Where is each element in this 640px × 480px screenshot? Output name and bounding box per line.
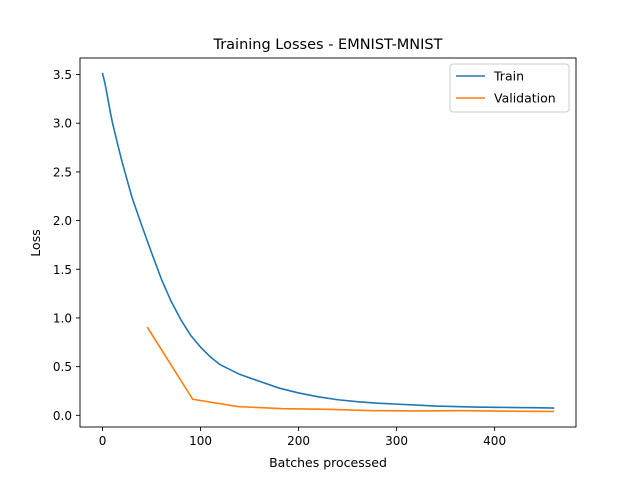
y-axis-label: Loss: [28, 229, 43, 256]
legend: Train Validation: [449, 63, 570, 113]
legend-label-train: Train: [493, 69, 524, 84]
series-line-validation: [146, 326, 555, 413]
plot-frame: [79, 57, 577, 428]
series-layer: [101, 72, 555, 413]
legend-label-validation: Validation: [494, 91, 556, 106]
chart-title: Training Losses - EMNIST-MNIST: [212, 37, 442, 53]
x-tick-label: 200: [287, 434, 310, 448]
y-tick-label: 0.0: [53, 409, 72, 423]
x-axis-label: Batches processed: [269, 455, 387, 470]
y-tick-label: 0.5: [53, 360, 72, 374]
y-tick-label: 1.0: [53, 311, 72, 325]
series-line-train: [101, 72, 555, 409]
x-tick-label: 0: [99, 434, 107, 448]
y-tick-label: 3.0: [53, 117, 72, 131]
x-tick-label: 100: [189, 434, 212, 448]
y-tick-label: 2.0: [53, 214, 72, 228]
y-tick-label: 2.5: [53, 165, 72, 179]
ticks-layer: 0 100 200 300 400 0.0 0.5 1.0 1.5 2.0 2.5 3.0 3.5: [53, 68, 506, 448]
y-tick-label: 3.5: [53, 68, 72, 82]
x-tick-label: 400: [483, 434, 506, 448]
y-tick-label: 1.5: [53, 263, 72, 277]
x-tick-label: 300: [385, 434, 408, 448]
